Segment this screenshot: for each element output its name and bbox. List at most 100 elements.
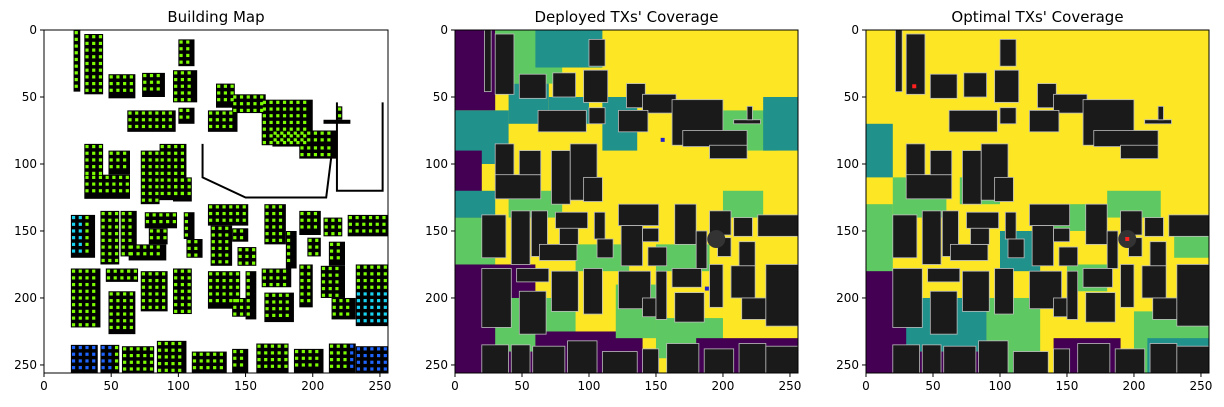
x-tick-label: 50	[925, 379, 940, 393]
building-marker	[85, 359, 89, 363]
building-marker	[98, 175, 103, 179]
building-marker	[74, 51, 78, 55]
building-marker	[211, 233, 215, 237]
building-marker	[123, 81, 127, 86]
building-marker	[235, 285, 240, 289]
building-marker	[157, 341, 162, 346]
building-marker	[155, 278, 159, 283]
building	[1149, 343, 1178, 373]
building-marker	[98, 61, 103, 66]
building-marker	[187, 296, 191, 300]
building-marker	[289, 100, 293, 104]
building-marker	[269, 114, 273, 118]
building-marker	[229, 278, 233, 283]
building-marker	[85, 309, 89, 313]
building-marker	[307, 265, 311, 269]
tx-marker	[660, 137, 665, 142]
building-marker	[71, 296, 76, 300]
x-tick-label: 150	[645, 379, 668, 393]
building-marker	[363, 319, 367, 323]
building-marker	[148, 198, 152, 202]
building	[1120, 264, 1135, 308]
building-marker	[129, 325, 133, 330]
building-marker	[187, 77, 191, 82]
building-marker	[233, 108, 237, 112]
building	[516, 268, 550, 283]
building-marker	[187, 71, 191, 75]
building-marker	[118, 175, 123, 179]
building-marker	[180, 296, 185, 300]
building	[948, 109, 998, 133]
building-marker	[92, 171, 96, 175]
building-marker	[109, 292, 113, 296]
building-marker	[301, 356, 305, 360]
building-marker	[276, 134, 280, 138]
building-marker	[101, 218, 105, 222]
building-marker	[174, 171, 178, 175]
building-marker	[148, 185, 152, 189]
building-marker	[209, 124, 213, 129]
building-marker	[230, 84, 234, 88]
building-marker	[168, 118, 172, 122]
axes-frame	[454, 29, 799, 374]
building-marker	[383, 272, 387, 276]
building-marker	[149, 252, 154, 256]
building	[142, 72, 165, 97]
building-marker	[192, 359, 197, 363]
plot-area	[866, 30, 1209, 373]
building-marker	[149, 87, 154, 91]
building-marker	[383, 360, 387, 364]
building-marker	[143, 252, 147, 256]
building	[1077, 343, 1111, 373]
building-marker	[116, 158, 120, 162]
building	[1029, 109, 1060, 133]
building	[895, 30, 903, 93]
building-marker	[71, 236, 76, 240]
building-marker	[296, 100, 300, 104]
building-marker	[141, 111, 146, 115]
building-marker	[276, 276, 280, 280]
x-tick-label: 150	[234, 379, 257, 393]
building-marker	[187, 253, 191, 257]
building-marker	[211, 260, 215, 264]
building-marker	[370, 367, 374, 371]
building-marker	[85, 165, 89, 169]
building-marker	[155, 151, 159, 155]
building-marker	[262, 120, 266, 125]
building-marker	[148, 292, 152, 296]
building-marker	[233, 236, 237, 240]
building-marker	[180, 303, 185, 307]
building-marker	[143, 73, 147, 78]
building	[245, 271, 257, 320]
building-marker	[186, 47, 190, 51]
building-marker	[167, 185, 171, 189]
axes-frame	[865, 29, 1210, 374]
building-marker	[149, 229, 154, 233]
building-marker	[245, 261, 249, 265]
building-marker	[92, 269, 96, 273]
building-marker	[239, 305, 244, 309]
building-marker	[123, 325, 127, 330]
building	[559, 227, 579, 245]
building-marker	[155, 198, 159, 202]
building-marker	[120, 276, 124, 280]
building	[1141, 265, 1167, 299]
building-marker	[213, 352, 217, 356]
building-marker	[229, 111, 233, 115]
building	[539, 243, 578, 261]
building-marker	[74, 84, 78, 88]
building-marker	[149, 245, 154, 249]
road-outline	[201, 143, 334, 199]
building	[1085, 292, 1116, 323]
building	[703, 348, 735, 373]
building-marker	[164, 368, 168, 372]
building-marker	[375, 215, 379, 220]
building-marker	[282, 282, 287, 287]
building-marker	[269, 100, 273, 104]
building-marker	[276, 114, 280, 118]
building-marker	[92, 323, 96, 327]
building-marker	[282, 114, 287, 118]
building-marker	[363, 360, 367, 364]
building-marker	[108, 258, 112, 263]
